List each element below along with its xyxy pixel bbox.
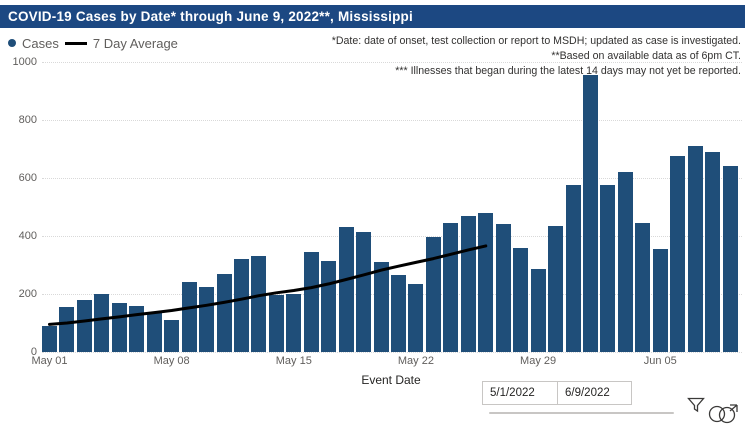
x-axis-title: Event Date	[361, 373, 421, 387]
cases-bar-may-04[interactable]	[94, 294, 110, 352]
cases-bar-may-23[interactable]	[425, 237, 441, 352]
x-axis-tick-label: May 22	[397, 355, 434, 367]
cases-bar-may-31[interactable]	[565, 185, 581, 352]
cases-bar-may-20[interactable]	[373, 262, 389, 352]
cases-bar-may-02[interactable]	[59, 307, 75, 352]
date-range-slider[interactable]	[489, 412, 674, 414]
cases-bar-may-09[interactable]	[181, 282, 197, 352]
x-axis-tick-label: May 15	[275, 355, 312, 367]
y-axis-tick-label: 800	[18, 114, 37, 126]
x-axis-tick-label: Jun 05	[643, 355, 677, 367]
avg-series-line-icon	[64, 41, 87, 45]
cases-bar-may-24[interactable]	[443, 222, 459, 352]
cases-bar-may-18[interactable]	[338, 227, 354, 352]
cases-bar-may-21[interactable]	[391, 275, 406, 352]
cases-bar-may-11[interactable]	[216, 273, 232, 352]
cases-bar-may-26[interactable]	[478, 212, 494, 352]
cases-bar-may-30[interactable]	[548, 225, 564, 352]
date-range-start-input[interactable]	[482, 381, 559, 405]
y-axis-tick-label: 400	[18, 230, 37, 242]
gridline	[42, 178, 742, 179]
cases-bar-may-12[interactable]	[233, 259, 249, 352]
cases-bar-may-01[interactable]	[42, 325, 57, 352]
cases-bar-may-25[interactable]	[460, 215, 476, 352]
cases-bar-may-14[interactable]	[268, 295, 284, 352]
cases-bar-jun-07[interactable]	[687, 146, 703, 352]
cases-bar-may-17[interactable]	[321, 260, 337, 352]
cases-bar-may-07[interactable]	[146, 312, 162, 352]
gridline	[42, 352, 742, 353]
filter-icon[interactable]	[686, 395, 706, 415]
cases-bar-may-16[interactable]	[303, 251, 319, 352]
cases-bar-may-28[interactable]	[513, 247, 529, 352]
gridline	[42, 236, 742, 237]
cases-bar-jun-03[interactable]	[617, 172, 633, 352]
cases-bar-jun-08[interactable]	[705, 151, 721, 352]
cases-bar-jun-04[interactable]	[635, 222, 651, 352]
cases-bar-jun-01[interactable]	[582, 75, 598, 352]
x-axis-tick-label: May 08	[153, 355, 190, 367]
x-axis-tick-label: May 29	[520, 355, 557, 367]
cases-bar-jun-02[interactable]	[600, 185, 616, 352]
footnote-date-definition: *Date: date of onset, test collection or…	[331, 35, 741, 47]
y-axis-tick-label: 200	[18, 288, 37, 300]
gridline	[42, 62, 742, 63]
cases-bar-may-15[interactable]	[286, 294, 302, 352]
cases-bar-may-06[interactable]	[129, 305, 145, 352]
cases-bar-may-19[interactable]	[356, 231, 372, 352]
footnote-reporting-lag: *** Illnesses that began during the late…	[395, 65, 741, 77]
legend-label-avg: 7 Day Average	[92, 35, 178, 51]
cases-bar-may-08[interactable]	[164, 320, 180, 352]
cases-bar-jun-06[interactable]	[670, 156, 686, 352]
cases-bar-jun-05[interactable]	[652, 249, 668, 352]
cases-bar-may-05[interactable]	[111, 302, 127, 352]
date-range-end-input[interactable]	[557, 381, 632, 405]
legend: Cases 7 Day Average	[8, 35, 178, 51]
cases-bar-may-10[interactable]	[199, 286, 215, 352]
cases-bar-jun-09[interactable]	[722, 166, 738, 352]
cases-bar-may-27[interactable]	[495, 224, 511, 352]
chart-title-bar: COVID-19 Cases by Date* through June 9, …	[0, 5, 745, 28]
footnote-data-asof: **Based on available data as of 6pm CT.	[551, 50, 741, 62]
gridline	[42, 120, 742, 121]
cases-series-marker-icon	[8, 39, 16, 47]
y-axis-tick-label: 1000	[12, 56, 37, 68]
y-axis-tick-label: 600	[18, 172, 37, 184]
overlapping-circles-popout-icon[interactable]	[706, 398, 740, 424]
cases-bar-may-03[interactable]	[76, 299, 92, 352]
cases-bar-may-29[interactable]	[530, 269, 546, 352]
legend-label-cases: Cases	[22, 35, 59, 51]
cases-bar-may-22[interactable]	[408, 283, 424, 352]
x-axis-tick-label: May 01	[31, 355, 68, 367]
cases-bar-may-13[interactable]	[251, 256, 267, 352]
chart-title: COVID-19 Cases by Date* through June 9, …	[8, 9, 413, 24]
y-axis-tick-label: 0	[30, 346, 37, 358]
